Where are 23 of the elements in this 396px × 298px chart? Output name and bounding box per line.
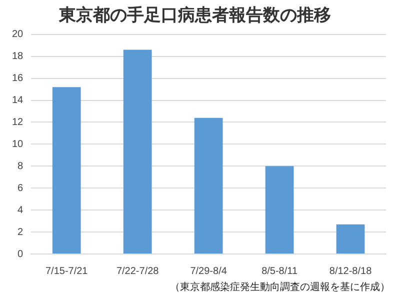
y-tick-label: 6 [18, 182, 24, 194]
chart-title: 東京都の手足口病患者報告数の推移 [58, 6, 331, 26]
bar [52, 87, 81, 254]
bar [265, 166, 294, 254]
y-tick-label: 12 [12, 116, 24, 128]
y-tick-label: 20 [12, 29, 24, 40]
y-tick-label: 14 [12, 95, 24, 106]
y-tick-label: 4 [18, 204, 24, 216]
bar [194, 118, 223, 254]
x-tick-label: 8/5-8/11 [262, 266, 298, 277]
y-tick-label: 10 [12, 138, 24, 150]
x-tick-label: 7/22-7/28 [116, 266, 160, 277]
y-tick-label: 0 [18, 248, 24, 260]
y-tick-label: 18 [12, 51, 24, 62]
x-tick-label: 7/15-7/21 [45, 266, 88, 277]
bar [336, 224, 365, 254]
y-tick-label: 16 [12, 73, 24, 84]
text: （東京都感染症発生動向調査の週報を基に作成） [170, 280, 390, 294]
x-tick-label: 8/12-8/18 [329, 266, 372, 277]
y-tick-label: 2 [18, 226, 24, 238]
bar [123, 50, 152, 254]
x-tick-label: 7/29-8/4 [190, 266, 228, 277]
y-tick-label: 8 [18, 160, 24, 172]
